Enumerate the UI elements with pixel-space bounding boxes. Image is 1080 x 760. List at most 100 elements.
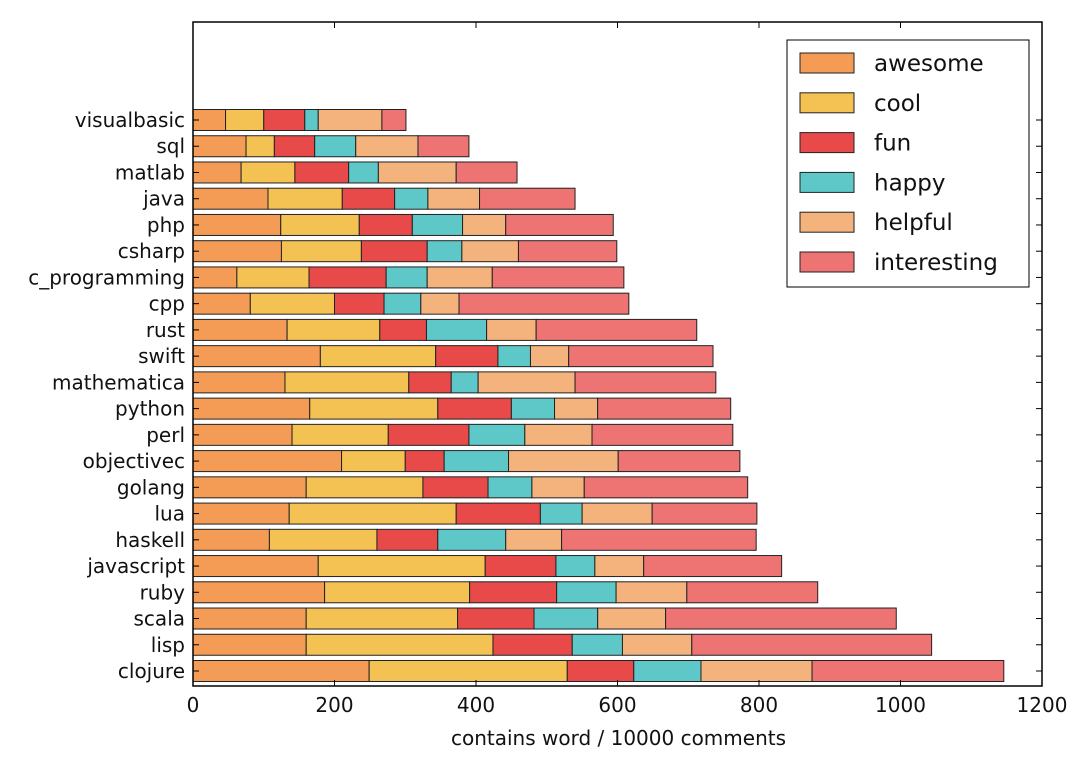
x-tick-label: 200 xyxy=(315,693,353,717)
legend-label-awesome: awesome xyxy=(874,51,984,77)
bar-swift-cool xyxy=(319,345,437,368)
bar-lua-happy xyxy=(539,502,583,525)
y-tick-label: lua xyxy=(155,502,186,526)
bar-mathematica-helpful xyxy=(477,371,576,394)
bar-python-awesome xyxy=(192,397,311,420)
bar-golang-cool xyxy=(305,476,424,499)
bar-golang-awesome xyxy=(192,476,307,499)
bar-matlab-cool xyxy=(240,161,296,184)
bar-c_programming-cool xyxy=(236,266,310,289)
bar-lisp-cool xyxy=(305,633,494,656)
legend-swatch-happy xyxy=(799,171,855,193)
bar-perl-fun xyxy=(387,423,470,446)
bar-visualbasic-fun xyxy=(263,109,306,131)
bar-java-cool xyxy=(267,187,343,210)
bar-perl-happy xyxy=(468,423,526,446)
y-tick-label: lisp xyxy=(151,633,185,657)
y-tick-label: cpp xyxy=(149,292,185,316)
bar-php-helpful xyxy=(462,213,507,236)
bar-haskell-happy xyxy=(437,528,507,551)
y-tick-label: javascript xyxy=(86,554,185,578)
bar-haskell-cool xyxy=(268,528,378,551)
bar-matlab-helpful xyxy=(377,161,457,184)
bar-cpp-cool xyxy=(249,292,335,315)
bar-mathematica-interesting xyxy=(574,371,717,394)
x-tick-label: 1200 xyxy=(1017,693,1068,717)
bar-java-happy xyxy=(394,187,429,210)
bar-javascript-fun xyxy=(484,555,557,578)
bar-clojure-helpful xyxy=(700,660,813,682)
bar-ruby-helpful xyxy=(615,581,688,604)
bar-clojure-happy xyxy=(633,660,702,682)
legend-label-happy: happy xyxy=(874,170,945,196)
y-tick-label: swift xyxy=(138,344,185,368)
bar-lua-cool xyxy=(288,502,457,525)
bar-golang-happy xyxy=(487,476,533,499)
bar-perl-awesome xyxy=(192,423,293,446)
legend-label-fun: fun xyxy=(874,131,911,157)
y-tick-label: perl xyxy=(146,423,185,447)
bar-mathematica-happy xyxy=(450,371,479,394)
y-tick-label: clojure xyxy=(118,659,185,683)
bar-golang-fun xyxy=(422,476,489,499)
bar-java-interesting xyxy=(479,187,576,210)
bar-lua-helpful xyxy=(581,502,653,525)
bar-sql-fun xyxy=(273,135,316,158)
bar-sql-cool xyxy=(245,135,275,158)
bar-lua-awesome xyxy=(192,502,290,525)
y-tick-label: python xyxy=(115,397,185,421)
legend-label-helpful: helpful xyxy=(874,210,953,236)
bar-cpp-fun xyxy=(334,292,385,315)
bar-rust-interesting xyxy=(535,318,698,341)
bar-clojure-awesome xyxy=(192,660,370,682)
y-tick-label: csharp xyxy=(118,239,185,263)
bar-visualbasic-happy xyxy=(304,109,319,131)
bar-clojure-fun xyxy=(566,660,635,682)
bar-php-fun xyxy=(358,213,413,236)
bar-scala-cool xyxy=(305,607,459,630)
bars-layer xyxy=(192,109,1005,682)
bar-java-helpful xyxy=(427,187,481,210)
y-tick-label: java xyxy=(142,187,185,211)
bar-lua-fun xyxy=(455,502,541,525)
bar-scala-helpful xyxy=(597,607,667,630)
bar-golang-interesting xyxy=(583,476,749,499)
bar-sql-awesome xyxy=(192,135,247,158)
x-tick-label: 800 xyxy=(740,693,778,717)
y-tick-label: visualbasic xyxy=(75,108,185,132)
bar-c_programming-awesome xyxy=(192,266,238,289)
bar-sql-helpful xyxy=(355,135,419,158)
bar-objectivec-fun xyxy=(404,450,445,473)
bar-csharp-cool xyxy=(280,240,362,263)
bar-c_programming-fun xyxy=(308,266,387,289)
x-axis-label: contains word / 10000 comments xyxy=(451,726,786,750)
bar-cpp-awesome xyxy=(192,292,251,315)
plot-frame xyxy=(192,21,1043,687)
bar-clojure-interesting xyxy=(811,660,1005,682)
y-tick-label: mathematica xyxy=(52,370,185,394)
y-tick-label: objectivec xyxy=(83,449,185,473)
bar-python-fun xyxy=(437,397,512,420)
bar-php-interesting xyxy=(505,213,614,236)
bar-lisp-helpful xyxy=(621,633,693,656)
bar-ruby-happy xyxy=(556,581,617,604)
bar-scala-happy xyxy=(533,607,599,630)
bar-java-awesome xyxy=(192,187,269,210)
bar-visualbasic-cool xyxy=(225,109,265,131)
legend-swatch-interesting xyxy=(799,251,855,273)
y-tick-label: php xyxy=(147,213,185,237)
y-tick-label: scala xyxy=(134,607,185,631)
bar-objectivec-interesting xyxy=(617,450,741,473)
bar-objectivec-happy xyxy=(443,450,510,473)
legend-swatch-helpful xyxy=(799,211,855,233)
bar-cpp-happy xyxy=(383,292,422,315)
bar-ruby-awesome xyxy=(192,581,326,604)
bar-perl-cool xyxy=(291,423,389,446)
bar-c_programming-helpful xyxy=(426,266,493,289)
bar-php-awesome xyxy=(192,213,282,236)
bar-python-interesting xyxy=(597,397,732,420)
bar-haskell-helpful xyxy=(505,528,563,551)
bar-rust-cool xyxy=(286,318,381,341)
bar-rust-helpful xyxy=(486,318,537,341)
bar-visualbasic-interesting xyxy=(381,109,407,131)
